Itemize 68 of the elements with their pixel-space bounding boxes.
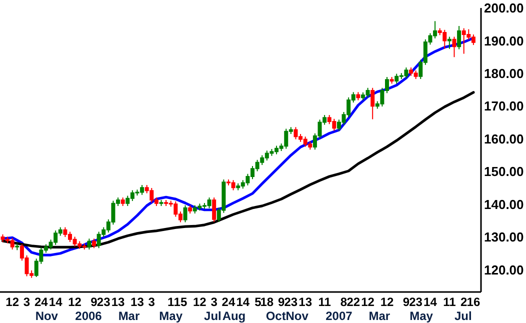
x-tick-label: 23 [409,295,423,309]
x2-tick-label: Mar [118,309,140,323]
x2-tick-label: Jul [454,309,472,323]
x-tick-label: 14 [48,295,63,309]
candlestick [87,238,92,250]
x2-tick-label: Aug [222,309,246,323]
candlestick [183,204,188,223]
x-tick-label: 9 [402,295,410,309]
x-tick-label: 12 [361,295,375,309]
x-tick-label: 3 [148,295,156,309]
x2-tick-label: May [410,309,434,323]
candlestick [356,92,360,101]
x-tick-label: 14 [424,295,438,309]
candlestick [15,243,20,251]
y-tick-label: 160.00 [484,131,524,146]
x-tick-label: 11 [318,295,332,309]
x-tick-label: 12 [380,295,394,309]
candlestick [370,87,375,120]
x2-tick-label: Nov [286,309,309,323]
x-tick-label: 24 [222,295,236,309]
y-tick-label: 180.00 [484,66,524,81]
x-tick-label: 13 [130,295,144,309]
x-tick-label: 13 [111,295,126,309]
x-tick-label: 1 [168,295,175,309]
x-tick-label: 13 [298,295,312,309]
candlestick [452,36,456,58]
x-tick-label: 23 [96,295,111,309]
candlestick [188,204,192,214]
x2-tick-label: Mar [368,309,390,323]
x2-tick-label: Oct [266,309,286,323]
y-tick-label: 150.00 [484,164,524,180]
y-tick-label: 140.00 [484,196,524,212]
x-tick-label: 11 [443,295,456,309]
candlestick [457,25,462,50]
x-tick-label: 24 [34,295,48,309]
y-tick-label: 130.00 [484,230,524,245]
x-tick-label: 12 [192,295,207,309]
x2-tick-label: Jul [204,309,222,323]
x-tick-label: 16 [466,295,480,309]
x2-tick-label: May [159,309,183,323]
line-series [1,91,475,248]
x2-tick-label: Nov [35,309,58,323]
x-tick-label: 15 [174,295,188,309]
y-tick-label: 190.00 [484,33,524,48]
x-tick-label: 9 [90,295,98,309]
x-tick-label: 3 [210,295,218,309]
y-tick-label: 120.00 [484,262,524,278]
x-tick-label: 22 [346,295,360,309]
x-tick-label: 9 [278,295,285,309]
x-tick-label: 12 [6,295,20,309]
x2-tick-label: 2007 [326,309,353,323]
candlestick [447,36,452,50]
candlestick [390,76,394,84]
x-tick-label: 2 [460,295,468,309]
y-tick-label: 200.00 [484,0,524,16]
x-tick-label: 5 [254,295,262,309]
x-tick-label: 3 [23,295,30,309]
x-tick-label: 23 [284,295,298,309]
x-tick-label: 18 [260,295,274,309]
y-tick-label: 170.00 [484,98,524,114]
candlestick [92,238,96,249]
x-tick-label: 12 [68,295,82,309]
candlestick [212,196,216,222]
x-tick-label: 14 [236,295,250,309]
x2-tick-label: 2006 [75,309,102,323]
candlestick [120,196,125,206]
candlestick [159,200,164,206]
x-tick-label: 8 [340,295,348,309]
